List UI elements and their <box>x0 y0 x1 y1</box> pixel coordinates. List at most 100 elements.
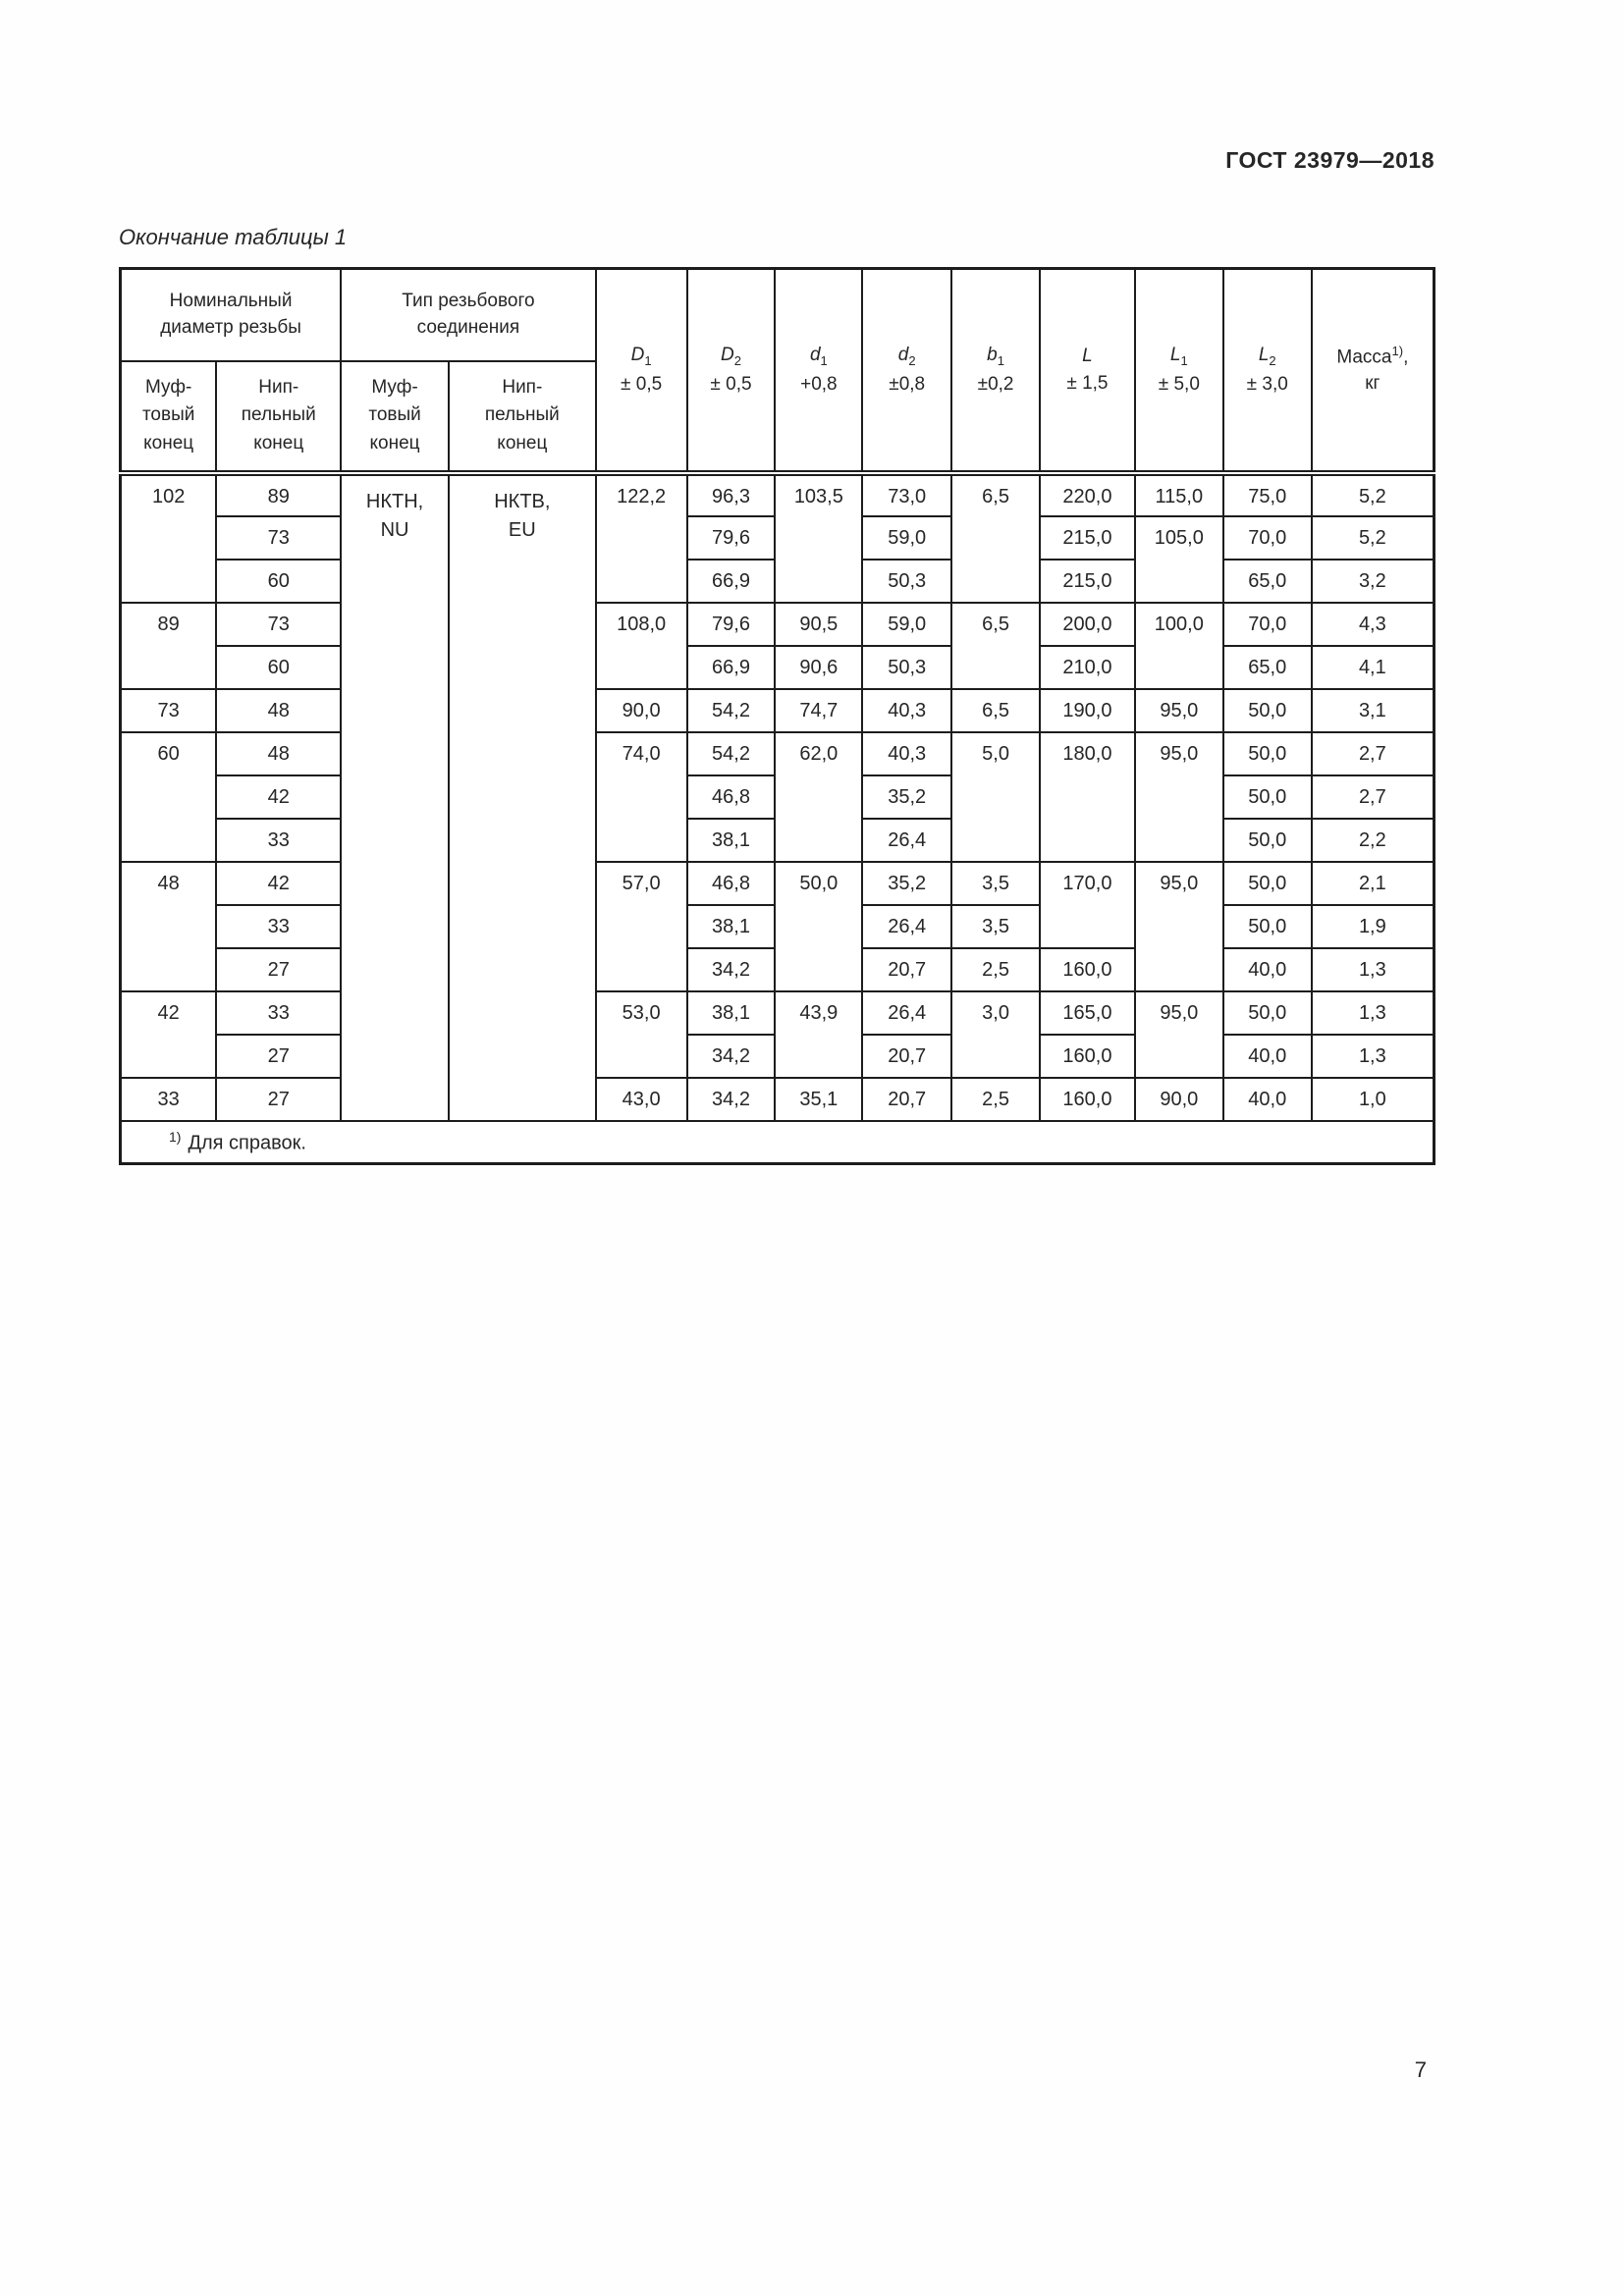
table-cell: 108,0 <box>594 601 688 690</box>
table-cell: 62,0 <box>774 730 864 863</box>
table-cell: 42 <box>119 989 218 1079</box>
table-cell: 40,3 <box>861 730 953 776</box>
spec-table: Номинальный диаметр резьбы Тип резьбовог… <box>119 267 1435 1165</box>
table-cell: 33 <box>215 989 343 1036</box>
table-cell: 79,6 <box>685 514 777 561</box>
table-cell: 95,0 <box>1133 989 1224 1079</box>
table-cell: 34,2 <box>685 1076 777 1122</box>
table-cell: 160,0 <box>1039 946 1136 992</box>
table-cell: 40,3 <box>861 687 953 733</box>
table-cell: 33 <box>119 1076 218 1122</box>
table-footnote: 1) Для справок. <box>119 1119 1435 1165</box>
table-row: 27 34,2 20,7 2,5 160,0 40,0 1,3 <box>121 946 1435 992</box>
table-cell: 66,9 <box>685 644 777 690</box>
table-cell: 34,2 <box>685 1033 777 1079</box>
table-row: 73 79,6 59,0 215,0 105,0 70,0 5,2 <box>121 514 1435 604</box>
table-cell: 2,7 <box>1310 774 1435 820</box>
table-row: 42 46,8 35,2 50,0 2,7 <box>121 774 1435 820</box>
table-cell: 90,5 <box>774 601 864 647</box>
table-cell: 73 <box>215 514 343 561</box>
table-cell: 38,1 <box>685 989 777 1036</box>
table-cell: 38,1 <box>685 817 777 863</box>
table-cell: 59,0 <box>861 601 953 647</box>
table-cell: 215,0 <box>1039 514 1136 561</box>
table-cell: 20,7 <box>861 946 953 992</box>
table-cell: 1,0 <box>1310 1076 1435 1122</box>
table-cell: 90,6 <box>774 644 864 690</box>
table-cell: 50,0 <box>1221 730 1313 776</box>
table-cell: 60 <box>215 558 343 604</box>
table-cell: 40,0 <box>1221 1076 1313 1122</box>
page-number: 7 <box>1414 2057 1427 2082</box>
table-cell: 26,4 <box>861 989 953 1036</box>
table-cell: 89 <box>119 601 218 690</box>
table-cell: 115,0 <box>1133 471 1224 517</box>
table-cell: 50,3 <box>861 558 953 604</box>
table-cell: 102 <box>119 471 218 604</box>
table-cell: 2,7 <box>1310 730 1435 776</box>
table-cell: 220,0 <box>1039 471 1136 517</box>
table-cell: 65,0 <box>1221 644 1313 690</box>
table-cell: 43,9 <box>774 989 864 1079</box>
header-thread-connection-type: Тип резьбового соединения <box>340 267 597 362</box>
table-cell: 103,5 <box>774 471 864 604</box>
table-row: 73 48 90,0 54,2 74,7 40,3 6,5 190,0 95,0 50,0 3,1 <box>119 687 1435 733</box>
sub-header-nipple-end-nominal: Нип- пельный конец <box>215 359 343 476</box>
table-cell: 73,0 <box>861 471 953 517</box>
table-cell: 170,0 <box>1039 860 1136 949</box>
table-cell: 20,7 <box>861 1033 953 1079</box>
table-cell: 27 <box>215 1076 343 1122</box>
table-cell: 2,1 <box>1310 860 1435 906</box>
table-cell: 1,3 <box>1310 1033 1435 1079</box>
table-cell: 65,0 <box>1221 558 1313 604</box>
table-cell: 5,2 <box>1310 514 1435 561</box>
table-cell: 27 <box>215 946 343 992</box>
table-cell: 42 <box>215 860 343 906</box>
table-cell: 210,0 <box>1039 644 1136 690</box>
table-cell: 70,0 <box>1221 601 1313 647</box>
table-cell: 50,0 <box>1221 989 1313 1036</box>
table-cell: 74,7 <box>774 687 864 733</box>
table-cell: 95,0 <box>1133 860 1224 992</box>
table-cell: 34,2 <box>685 946 777 992</box>
table-cell: 40,0 <box>1221 946 1313 992</box>
table-cell: 50,0 <box>774 860 864 992</box>
col-header-d1: D1 ± 0,5 <box>594 267 688 476</box>
table-cell: 1,3 <box>1310 946 1435 992</box>
table-row: 89 73 108,0 79,6 90,5 59,0 6,5 200,0 100,0 70,0 4,… <box>119 601 1435 690</box>
col-header-b1: b1 ±0,2 <box>950 267 1042 476</box>
table-cell: 75,0 <box>1221 471 1313 517</box>
table-cell: 160,0 <box>1039 1076 1136 1122</box>
table-row: 48 42 57,0 46,8 50,0 35,2 3,5 170,0 95,0 50,0 2,1 <box>119 860 1435 992</box>
table-row: 60 48 74,0 54,2 62,0 40,3 5,0 180,0 95,0 50,0 2,7 <box>119 730 1435 863</box>
sub-header-coupling-end-type: Муф- товый конец <box>340 359 450 476</box>
table-cell: 100,0 <box>1133 601 1224 690</box>
table-cell: 200,0 <box>1039 601 1136 647</box>
table-cell: 73 <box>215 601 343 647</box>
table-footer: 1) Для справок. <box>119 1119 1435 1165</box>
table-cell: 3,2 <box>1310 558 1435 604</box>
table-cell: 38,1 <box>685 903 777 949</box>
table-cell: 1,3 <box>1310 989 1435 1036</box>
table-row: 60 66,9 50,3 215,0 65,0 3,2 <box>121 558 1435 604</box>
table-cell: 2,5 <box>950 946 1042 992</box>
table-cell: 35,2 <box>861 774 953 820</box>
table-cell: 50,0 <box>1221 860 1313 906</box>
table-cell: 3,5 <box>950 903 1042 949</box>
table-cell: 50,3 <box>861 644 953 690</box>
table-cell: 60 <box>215 644 343 690</box>
table-cell: 48 <box>215 687 343 733</box>
table-cell: 46,8 <box>685 774 777 820</box>
table-cell: 73 <box>119 687 218 733</box>
footnote-marker: 1) <box>169 1128 182 1145</box>
table-cell: 122,2 <box>594 471 688 604</box>
table-row: 33 38,1 26,4 50,0 2,2 <box>121 817 1435 863</box>
table-cell: 2,5 <box>950 1076 1042 1122</box>
table-cell: 1,9 <box>1310 903 1435 949</box>
col-header-l2: L2 ± 3,0 <box>1221 267 1313 476</box>
table-cell: 180,0 <box>1039 730 1136 863</box>
table-cell: 60 <box>119 730 218 863</box>
table-caption: Окончание таблицы 1 <box>119 225 348 249</box>
table-cell: 3,1 <box>1310 687 1435 733</box>
table-cell: 42 <box>215 774 343 820</box>
